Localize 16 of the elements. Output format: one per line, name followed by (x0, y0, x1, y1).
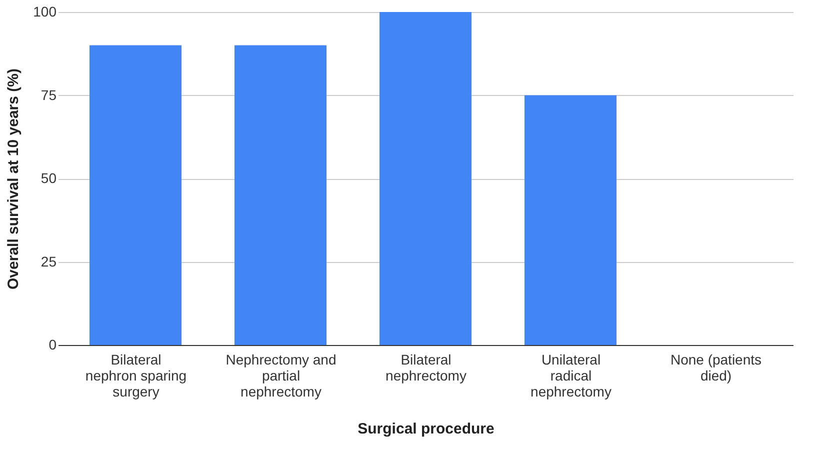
x-tick-label: Unilateral radical nephrectomy (530, 352, 612, 400)
x-tick-label: Bilateral nephron sparing surgery (85, 352, 187, 400)
x-axis-title: Surgical procedure (358, 420, 494, 438)
x-tick-label: Nephrectomy and partial nephrectomy (226, 352, 336, 400)
bar (380, 12, 472, 345)
y-axis-title: Overall survival at 10 years (%) (5, 68, 22, 290)
bar (234, 45, 326, 345)
bar (90, 45, 182, 345)
y-tick-label: 25 (40, 253, 57, 270)
y-tick-label: 75 (40, 86, 57, 103)
y-tick-label: 100 (33, 4, 57, 20)
x-tick-label: Bilateral nephrectomy (386, 352, 466, 384)
x-tick-label: None (patients died) (670, 352, 762, 384)
y-tick-label: 0 (48, 336, 57, 352)
y-tick-label: 50 (40, 170, 57, 186)
bar (524, 95, 616, 345)
